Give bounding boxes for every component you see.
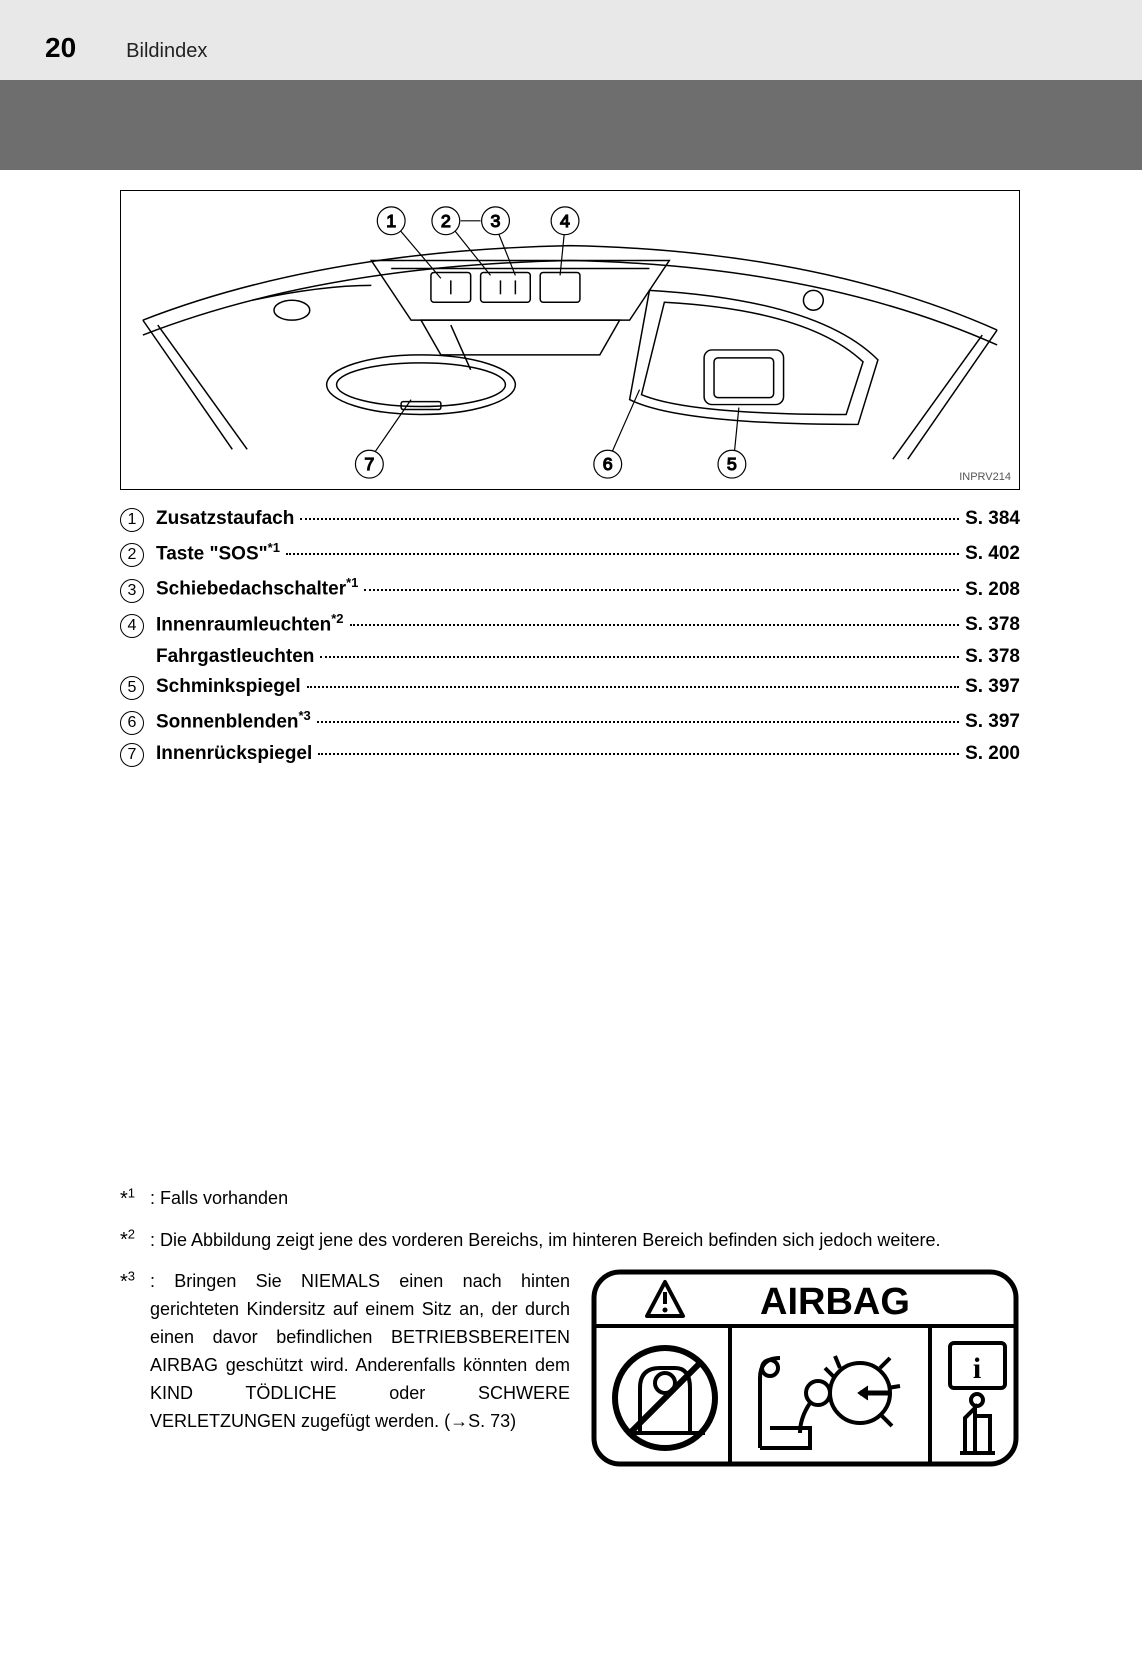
index-label: Fahrgastleuchten — [156, 646, 314, 668]
fn2-mark: *2 — [120, 1227, 150, 1259]
page-header: 20 Bildindex — [45, 32, 207, 64]
index-row: 5 Schminkspiegel S. 397 — [120, 676, 1020, 700]
leader-dots — [350, 624, 960, 626]
callout-4: 4 — [560, 211, 570, 231]
leader-dots — [307, 686, 959, 688]
leader-dots — [320, 656, 959, 658]
main-content: 1 2 3 4 7 6 — [120, 190, 1020, 775]
page-ref: S. 208 — [965, 579, 1020, 601]
index-number: 3 — [120, 579, 144, 603]
leader-dots — [364, 589, 959, 591]
index-number: 2 — [120, 543, 144, 567]
index-row: 3 Schiebedachschalter*1 S. 208 — [120, 575, 1020, 602]
index-number: 5 — [120, 676, 144, 700]
airbag-title: AIRBAG — [760, 1281, 910, 1323]
fn2-text: : Die Abbildung zeigt jene des vorderen … — [150, 1227, 1020, 1259]
callout-2: 2 — [441, 211, 451, 231]
page-ref: S. 397 — [965, 676, 1020, 698]
index-label: Schiebedachschalter*1 — [156, 575, 358, 600]
callout-3: 3 — [491, 211, 501, 231]
index-number: 6 — [120, 711, 144, 735]
index-row: 1 Zusatzstaufach S. 384 — [120, 508, 1020, 532]
footnote-1: *1 : Falls vorhanden — [120, 1185, 1020, 1217]
callout-1: 1 — [386, 211, 396, 231]
airbag-warning-label: AIRBAG — [590, 1268, 1020, 1477]
image-code: INPRV214 — [959, 471, 1011, 483]
page-ref: S. 200 — [965, 743, 1020, 765]
footnote-3: *3 : Bringen Sie NIEMALS einen nach hint… — [120, 1268, 1020, 1477]
page-ref: S. 402 — [965, 543, 1020, 565]
leader-dots — [286, 553, 959, 555]
fn1-mark: *1 — [120, 1185, 150, 1217]
index-row: 2 Taste "SOS"*1 S. 402 — [120, 540, 1020, 567]
index-label: Innenraumleuchten*2 — [156, 611, 344, 636]
leader-dots — [317, 721, 959, 723]
index-row: 6 Sonnenblenden*3 S. 397 — [120, 708, 1020, 735]
index-label: Schminkspiegel — [156, 676, 301, 698]
page-ref: S. 378 — [965, 646, 1020, 668]
page-ref: S. 384 — [965, 508, 1020, 530]
callout-7: 7 — [364, 454, 374, 474]
callout-5: 5 — [727, 454, 737, 474]
section-title: Bildindex — [126, 40, 207, 63]
dark-band — [0, 80, 1142, 170]
leader-dots — [318, 753, 959, 755]
fn1-text: : Falls vorhanden — [150, 1185, 1020, 1217]
svg-text:i: i — [973, 1352, 981, 1385]
page-number: 20 — [45, 32, 76, 64]
page-ref: S. 397 — [965, 711, 1020, 733]
callout-6: 6 — [603, 454, 613, 474]
index-number: 1 — [120, 508, 144, 532]
index-label: Zusatzstaufach — [156, 508, 294, 530]
index-list: 1 Zusatzstaufach S. 384 2 Taste "SOS"*1 S. 40… — [120, 508, 1020, 767]
index-row: Fahrgastleuchten S. 378 — [156, 646, 1020, 668]
overhead-console-diagram: 1 2 3 4 7 6 — [120, 190, 1020, 490]
index-label: Sonnenblenden*3 — [156, 708, 311, 733]
index-label: Innenrückspiegel — [156, 743, 312, 765]
page-ref: S. 378 — [965, 614, 1020, 636]
index-number: 4 — [120, 614, 144, 638]
footnotes: *1 : Falls vorhanden *2 : Die Abbildung … — [120, 1185, 1020, 1487]
index-row: 4 Innenraumleuchten*2 S. 378 — [120, 611, 1020, 638]
fn3-mark: *3 — [120, 1268, 150, 1477]
index-row: 7 Innenrückspiegel S. 200 — [120, 743, 1020, 767]
diagram-svg: 1 2 3 4 7 6 — [121, 191, 1019, 489]
leader-dots — [300, 518, 959, 520]
index-number: 7 — [120, 743, 144, 767]
fn3-text: : Bringen Sie NIEMALS einen nach hinten … — [150, 1268, 570, 1477]
footnote-2: *2 : Die Abbildung zeigt jene des vorder… — [120, 1227, 1020, 1259]
index-label: Taste "SOS"*1 — [156, 540, 280, 565]
